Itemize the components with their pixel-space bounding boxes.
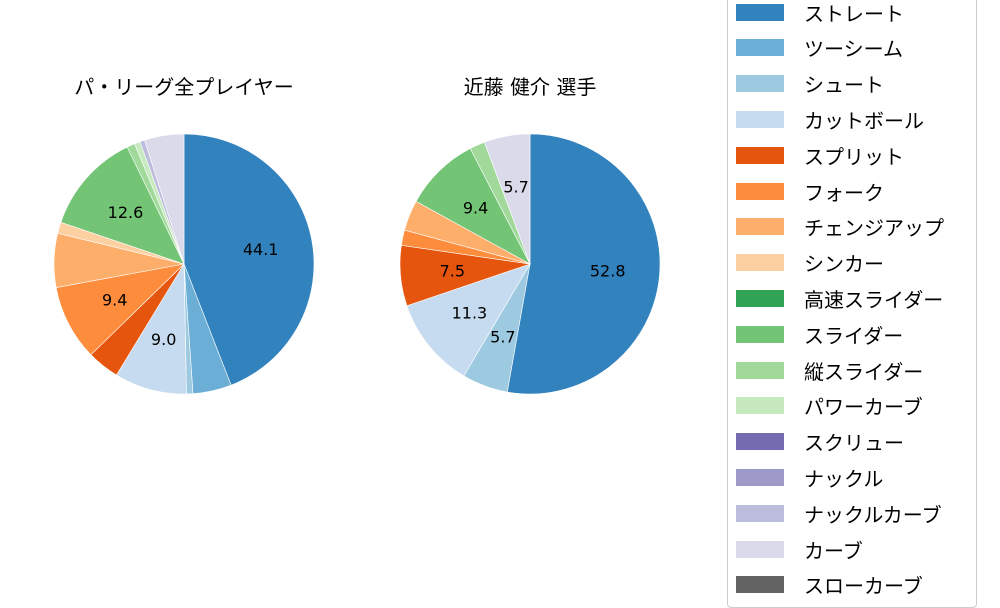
legend-label: 高速スライダー [804,287,944,312]
legend-swatch [736,540,784,558]
legend-item: 縦スライダー [736,360,923,384]
slice-value-label: 12.6 [108,203,144,222]
pie-slice [183,133,315,386]
slice-value-label: 11.3 [452,304,488,323]
league-chart-title: パ・リーグ全プレイヤー [74,75,294,99]
legend: ストレートツーシームシュートカットボール スプリットフォークチェンジアップ シンカー… [727,0,977,608]
legend-label: カーブ [804,538,863,563]
legend-swatch [736,75,784,93]
pie-slice [144,133,185,265]
legend-label: ナックルカーブ [804,502,942,527]
pie-slice [60,146,185,265]
legend-swatch [736,325,784,343]
legend-swatch [736,397,784,415]
slice-value-label: 5.7 [490,328,515,347]
legend-label: スローカーブ [804,574,923,599]
legend-item: スライダー [736,324,903,348]
slice-value-label: 9.4 [102,290,127,309]
slice-value-label: 52.8 [590,261,626,280]
legend-swatch [736,468,784,486]
slice-value-label: 9.4 [463,199,488,218]
legend-swatch [736,3,784,21]
legend-item: カーブ [736,539,863,563]
pie-slice [406,263,531,377]
legend-item: ナックルカーブ [736,503,942,527]
legend-label: ツーシーム [804,37,903,62]
legend-label: スプリット [804,144,904,169]
legend-item: ストレート [736,2,904,26]
legend-swatch [736,504,784,522]
legend-label: パワーカーブ [804,395,923,420]
player-chart-title: 近藤 健介 選手 [463,75,597,99]
legend-label: フォーク [804,180,884,205]
legend-item: ツーシーム [736,37,903,61]
legend-label: カットボール [804,108,924,133]
league-pie: 44.1 9.0 9.4 12.6 [53,133,315,395]
legend-label: スライダー [804,323,904,348]
pie-slice [55,263,185,356]
legend-item: シュート [736,73,884,97]
legend-label: 縦スライダー [804,359,924,384]
pie-slice [506,133,661,395]
legend-swatch [736,146,784,164]
pie-slice [484,133,531,265]
legend-item: パワーカーブ [736,395,923,419]
legend-item: スプリット [736,145,904,169]
legend-label: スクリュー [804,431,904,456]
legend-swatch [736,254,784,272]
legend-swatch [736,110,784,128]
legend-item: 高速スライダー [736,288,943,312]
legend-swatch [736,39,784,57]
legend-item: シンカー [736,252,884,276]
legend-item: スローカーブ [736,574,923,598]
legend-label: シンカー [804,252,884,277]
legend-swatch [736,182,784,200]
legend-item: スクリュー [736,431,904,455]
legend-label: ナックル [804,466,884,491]
legend-label: ストレート [804,1,904,26]
legend-swatch [736,218,784,236]
legend-item: カットボール [736,109,924,133]
legend-label: チェンジアップ [804,216,944,241]
slice-value-label: 5.7 [503,178,528,197]
legend-swatch [736,289,784,307]
legend-item: チェンジアップ [736,216,944,240]
legend-label: シュート [804,73,884,98]
legend-item: フォーク [736,181,884,205]
slice-value-label: 44.1 [243,240,279,259]
slice-value-label: 9.0 [151,330,176,349]
pie-slice [415,148,531,265]
legend-swatch [736,576,784,594]
legend-item: ナックル [736,467,883,491]
legend-swatch [736,361,784,379]
player-pie: 52.85.711.37.59.45.7 [399,133,661,395]
legend-swatch [736,433,784,451]
slice-value-label: 7.5 [440,262,465,281]
